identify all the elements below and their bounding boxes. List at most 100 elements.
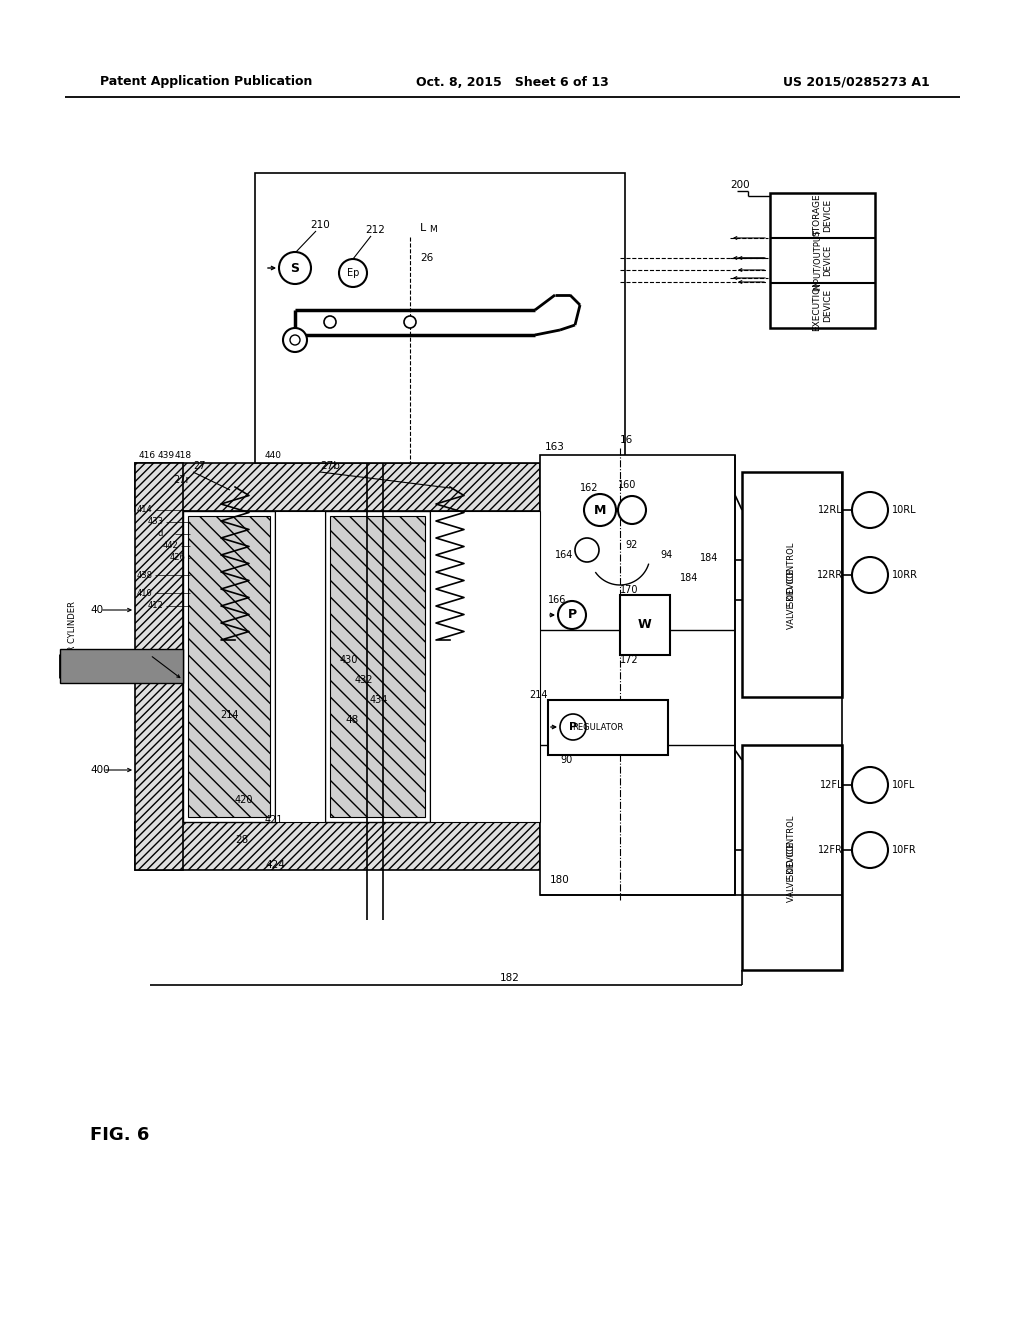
Text: EXECUTION
DEVICE: EXECUTION DEVICE [812,279,831,331]
Circle shape [279,252,311,284]
Text: 27r: 27r [173,475,189,484]
Text: 16: 16 [620,436,633,445]
Text: 212: 212 [365,224,385,235]
Text: 432: 432 [355,675,374,685]
Bar [548,700,668,755]
Text: 12RR: 12RR [817,570,843,579]
Circle shape [852,557,888,593]
Text: 184: 184 [700,553,719,564]
Text: 163: 163 [545,442,565,451]
Text: 214: 214 [220,710,239,719]
Text: 90: 90 [560,755,572,766]
Circle shape [283,327,307,352]
Text: 92: 92 [625,540,637,550]
Text: 430: 430 [340,655,358,665]
Text: 184: 184 [680,573,698,583]
Bar [742,744,842,970]
Text: VALVE DEVICE: VALVE DEVICE [787,842,797,902]
Text: 439: 439 [158,450,175,459]
Circle shape [404,315,416,327]
Text: 26: 26 [420,253,433,263]
Text: 420: 420 [234,795,254,805]
Bar [255,173,625,463]
Bar [742,473,842,697]
Circle shape [560,714,586,741]
Circle shape [558,601,586,630]
Text: SKID CONTROL: SKID CONTROL [787,816,797,879]
Text: S: S [291,261,299,275]
Bar [430,511,540,822]
Bar [540,455,735,895]
Text: L: L [420,223,426,234]
Text: M: M [429,226,437,235]
Circle shape [290,335,300,345]
Text: d: d [157,529,163,539]
Text: P: P [569,722,578,733]
Text: 422: 422 [137,649,156,660]
Text: Ep: Ep [347,268,359,279]
Bar [60,649,183,682]
Text: 200: 200 [730,180,750,190]
Text: FIG. 6: FIG. 6 [90,1126,150,1144]
Text: STORAGE
DEVICE: STORAGE DEVICE [812,194,831,236]
Text: Oct. 8, 2015   Sheet 6 of 13: Oct. 8, 2015 Sheet 6 of 13 [416,75,608,88]
Text: REGULATOR: REGULATOR [572,722,624,731]
Text: 418: 418 [175,450,193,459]
Bar [770,193,874,327]
Text: 166: 166 [548,595,566,605]
Text: 164: 164 [555,550,573,560]
Text: 10FL: 10FL [892,780,915,789]
Text: 160: 160 [618,480,636,490]
Circle shape [852,832,888,869]
Text: 440: 440 [265,450,282,459]
Text: Patent Application Publication: Patent Application Publication [100,75,312,88]
Text: 162: 162 [580,483,598,492]
Text: W: W [638,619,652,631]
Text: 48: 48 [345,715,358,725]
Text: 426: 426 [170,553,186,562]
Bar [183,511,275,822]
Circle shape [584,494,616,525]
Text: 10RR: 10RR [892,570,918,579]
Circle shape [339,259,367,286]
Text: 27: 27 [193,461,206,471]
Text: 12RL: 12RL [818,506,843,515]
Text: 433: 433 [148,517,164,527]
Circle shape [852,767,888,803]
Text: 214: 214 [529,690,548,700]
Bar [188,516,270,817]
Text: 10RL: 10RL [892,506,916,515]
Text: 424: 424 [265,861,285,870]
Text: 412: 412 [148,602,164,610]
Text: INPUT/OUTPUT
DEVICE: INPUT/OUTPUT DEVICE [812,228,831,290]
Text: P: P [567,609,577,622]
Text: 400: 400 [90,766,110,775]
Bar [330,516,425,817]
Bar [135,822,540,870]
Text: 438: 438 [137,570,153,579]
Text: MASTER CYLINDER: MASTER CYLINDER [68,601,77,680]
Text: M: M [594,503,606,516]
Text: 180: 180 [550,875,569,884]
Text: 40: 40 [90,605,103,615]
Text: 12FL: 12FL [819,780,843,789]
Text: 27b: 27b [319,461,340,471]
Text: 210: 210 [310,220,330,230]
Bar [620,595,670,655]
Text: 12FR: 12FR [818,845,843,855]
Bar [275,511,325,822]
Text: 94: 94 [660,550,672,560]
Text: 182: 182 [500,973,520,983]
Text: 414: 414 [137,506,153,515]
Text: 434: 434 [370,696,388,705]
Text: 28: 28 [234,836,248,845]
Text: 170: 170 [620,585,639,595]
Bar [135,463,183,870]
Circle shape [324,315,336,327]
Text: 410: 410 [137,589,153,598]
Bar [135,463,540,511]
Text: 10FR: 10FR [892,845,916,855]
Text: VALVE DEVICE: VALVE DEVICE [787,569,797,628]
Circle shape [852,492,888,528]
Text: US 2015/0285273 A1: US 2015/0285273 A1 [783,75,930,88]
